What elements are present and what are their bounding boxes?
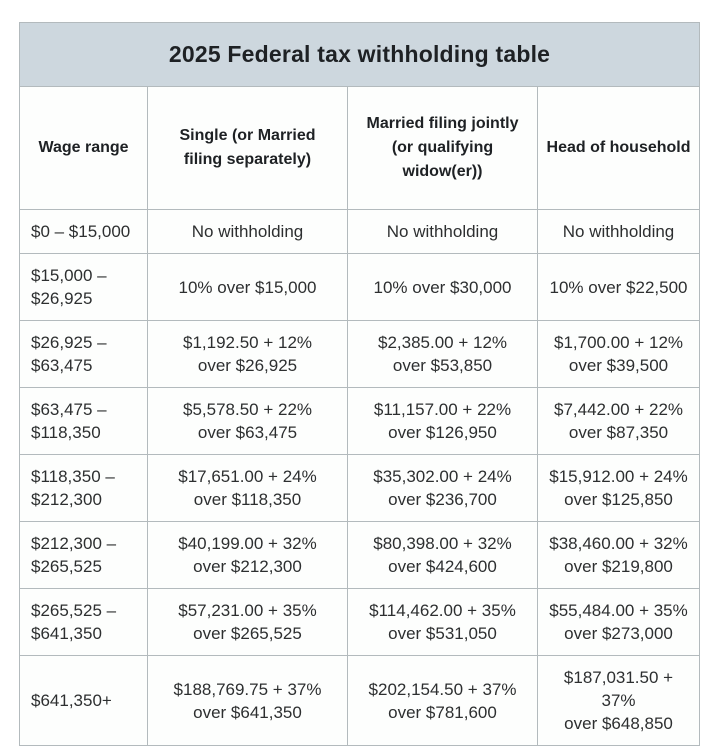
head-of-household-cell: $7,442.00 + 22% over $87,350 — [536, 387, 701, 455]
table-title: 2025 Federal tax withholding table — [18, 22, 701, 87]
table-row: $118,350 – $212,300 $17,651.00 + 24% ove… — [19, 454, 701, 522]
single-cell: $5,578.50 + 22% over $63,475 — [147, 387, 348, 455]
married-jointly-cell: $202,154.50 + 37% over $781,600 — [347, 655, 538, 746]
wage-range-cell: $641,350+ — [19, 655, 148, 746]
single-cell: $17,651.00 + 24% over $118,350 — [147, 454, 348, 522]
married-jointly-cell: $114,462.00 + 35% over $531,050 — [347, 588, 538, 656]
single-cell: $40,199.00 + 32% over $212,300 — [147, 521, 348, 589]
head-of-household-cell: $38,460.00 + 32% over $219,800 — [536, 521, 701, 589]
wage-range-cell: $265,525 – $641,350 — [19, 588, 148, 656]
married-jointly-cell: 10% over $30,000 — [347, 253, 538, 321]
column-header-head-of-household: Head of household — [536, 86, 701, 210]
column-header-married-jointly: Married filing jointly (or qualifying wi… — [347, 86, 538, 210]
table-row: $63,475 – $118,350 $5,578.50 + 22% over … — [19, 387, 701, 455]
table-row: $265,525 – $641,350 $57,231.00 + 35% ove… — [19, 588, 701, 656]
column-header-single: Single (or Married filing separately) — [147, 86, 348, 210]
wage-range-cell: $26,925 – $63,475 — [19, 320, 148, 388]
head-of-household-cell: $55,484.00 + 35% over $273,000 — [536, 588, 701, 656]
single-cell: $1,192.50 + 12% over $26,925 — [147, 320, 348, 388]
married-jointly-cell: $11,157.00 + 22% over $126,950 — [347, 387, 538, 455]
single-cell: $188,769.75 + 37% over $641,350 — [147, 655, 348, 746]
table-row: $0 – $15,000 No withholding No withholdi… — [19, 209, 701, 254]
head-of-household-cell: $187,031.50 + 37% over $648,850 — [536, 655, 701, 746]
single-cell: No withholding — [147, 209, 348, 254]
head-of-household-cell: 10% over $22,500 — [536, 253, 701, 321]
table-row: $15,000 – $26,925 10% over $15,000 10% o… — [19, 253, 701, 321]
wage-range-cell: $63,475 – $118,350 — [19, 387, 148, 455]
column-header-wage-range: Wage range — [19, 86, 148, 210]
federal-tax-withholding-table: 2025 Federal tax withholding table Wage … — [18, 22, 701, 746]
wage-range-cell: $118,350 – $212,300 — [19, 454, 148, 522]
married-jointly-cell: No withholding — [347, 209, 538, 254]
wage-range-cell: $0 – $15,000 — [19, 209, 148, 254]
wage-range-cell: $15,000 – $26,925 — [19, 253, 148, 321]
table-row: $26,925 – $63,475 $1,192.50 + 12% over $… — [19, 320, 701, 388]
married-jointly-cell: $80,398.00 + 32% over $424,600 — [347, 521, 538, 589]
head-of-household-cell: $1,700.00 + 12% over $39,500 — [536, 320, 701, 388]
married-jointly-cell: $35,302.00 + 24% over $236,700 — [347, 454, 538, 522]
married-jointly-cell: $2,385.00 + 12% over $53,850 — [347, 320, 538, 388]
table-row: $212,300 – $265,525 $40,199.00 + 32% ove… — [19, 521, 701, 589]
single-cell: 10% over $15,000 — [147, 253, 348, 321]
table-title-row: 2025 Federal tax withholding table — [18, 22, 701, 87]
head-of-household-cell: $15,912.00 + 24% over $125,850 — [536, 454, 701, 522]
table-row: $641,350+ $188,769.75 + 37% over $641,35… — [19, 655, 701, 746]
table-header-row: Wage range Single (or Married filing sep… — [19, 86, 701, 210]
single-cell: $57,231.00 + 35% over $265,525 — [147, 588, 348, 656]
head-of-household-cell: No withholding — [536, 209, 701, 254]
wage-range-cell: $212,300 – $265,525 — [19, 521, 148, 589]
